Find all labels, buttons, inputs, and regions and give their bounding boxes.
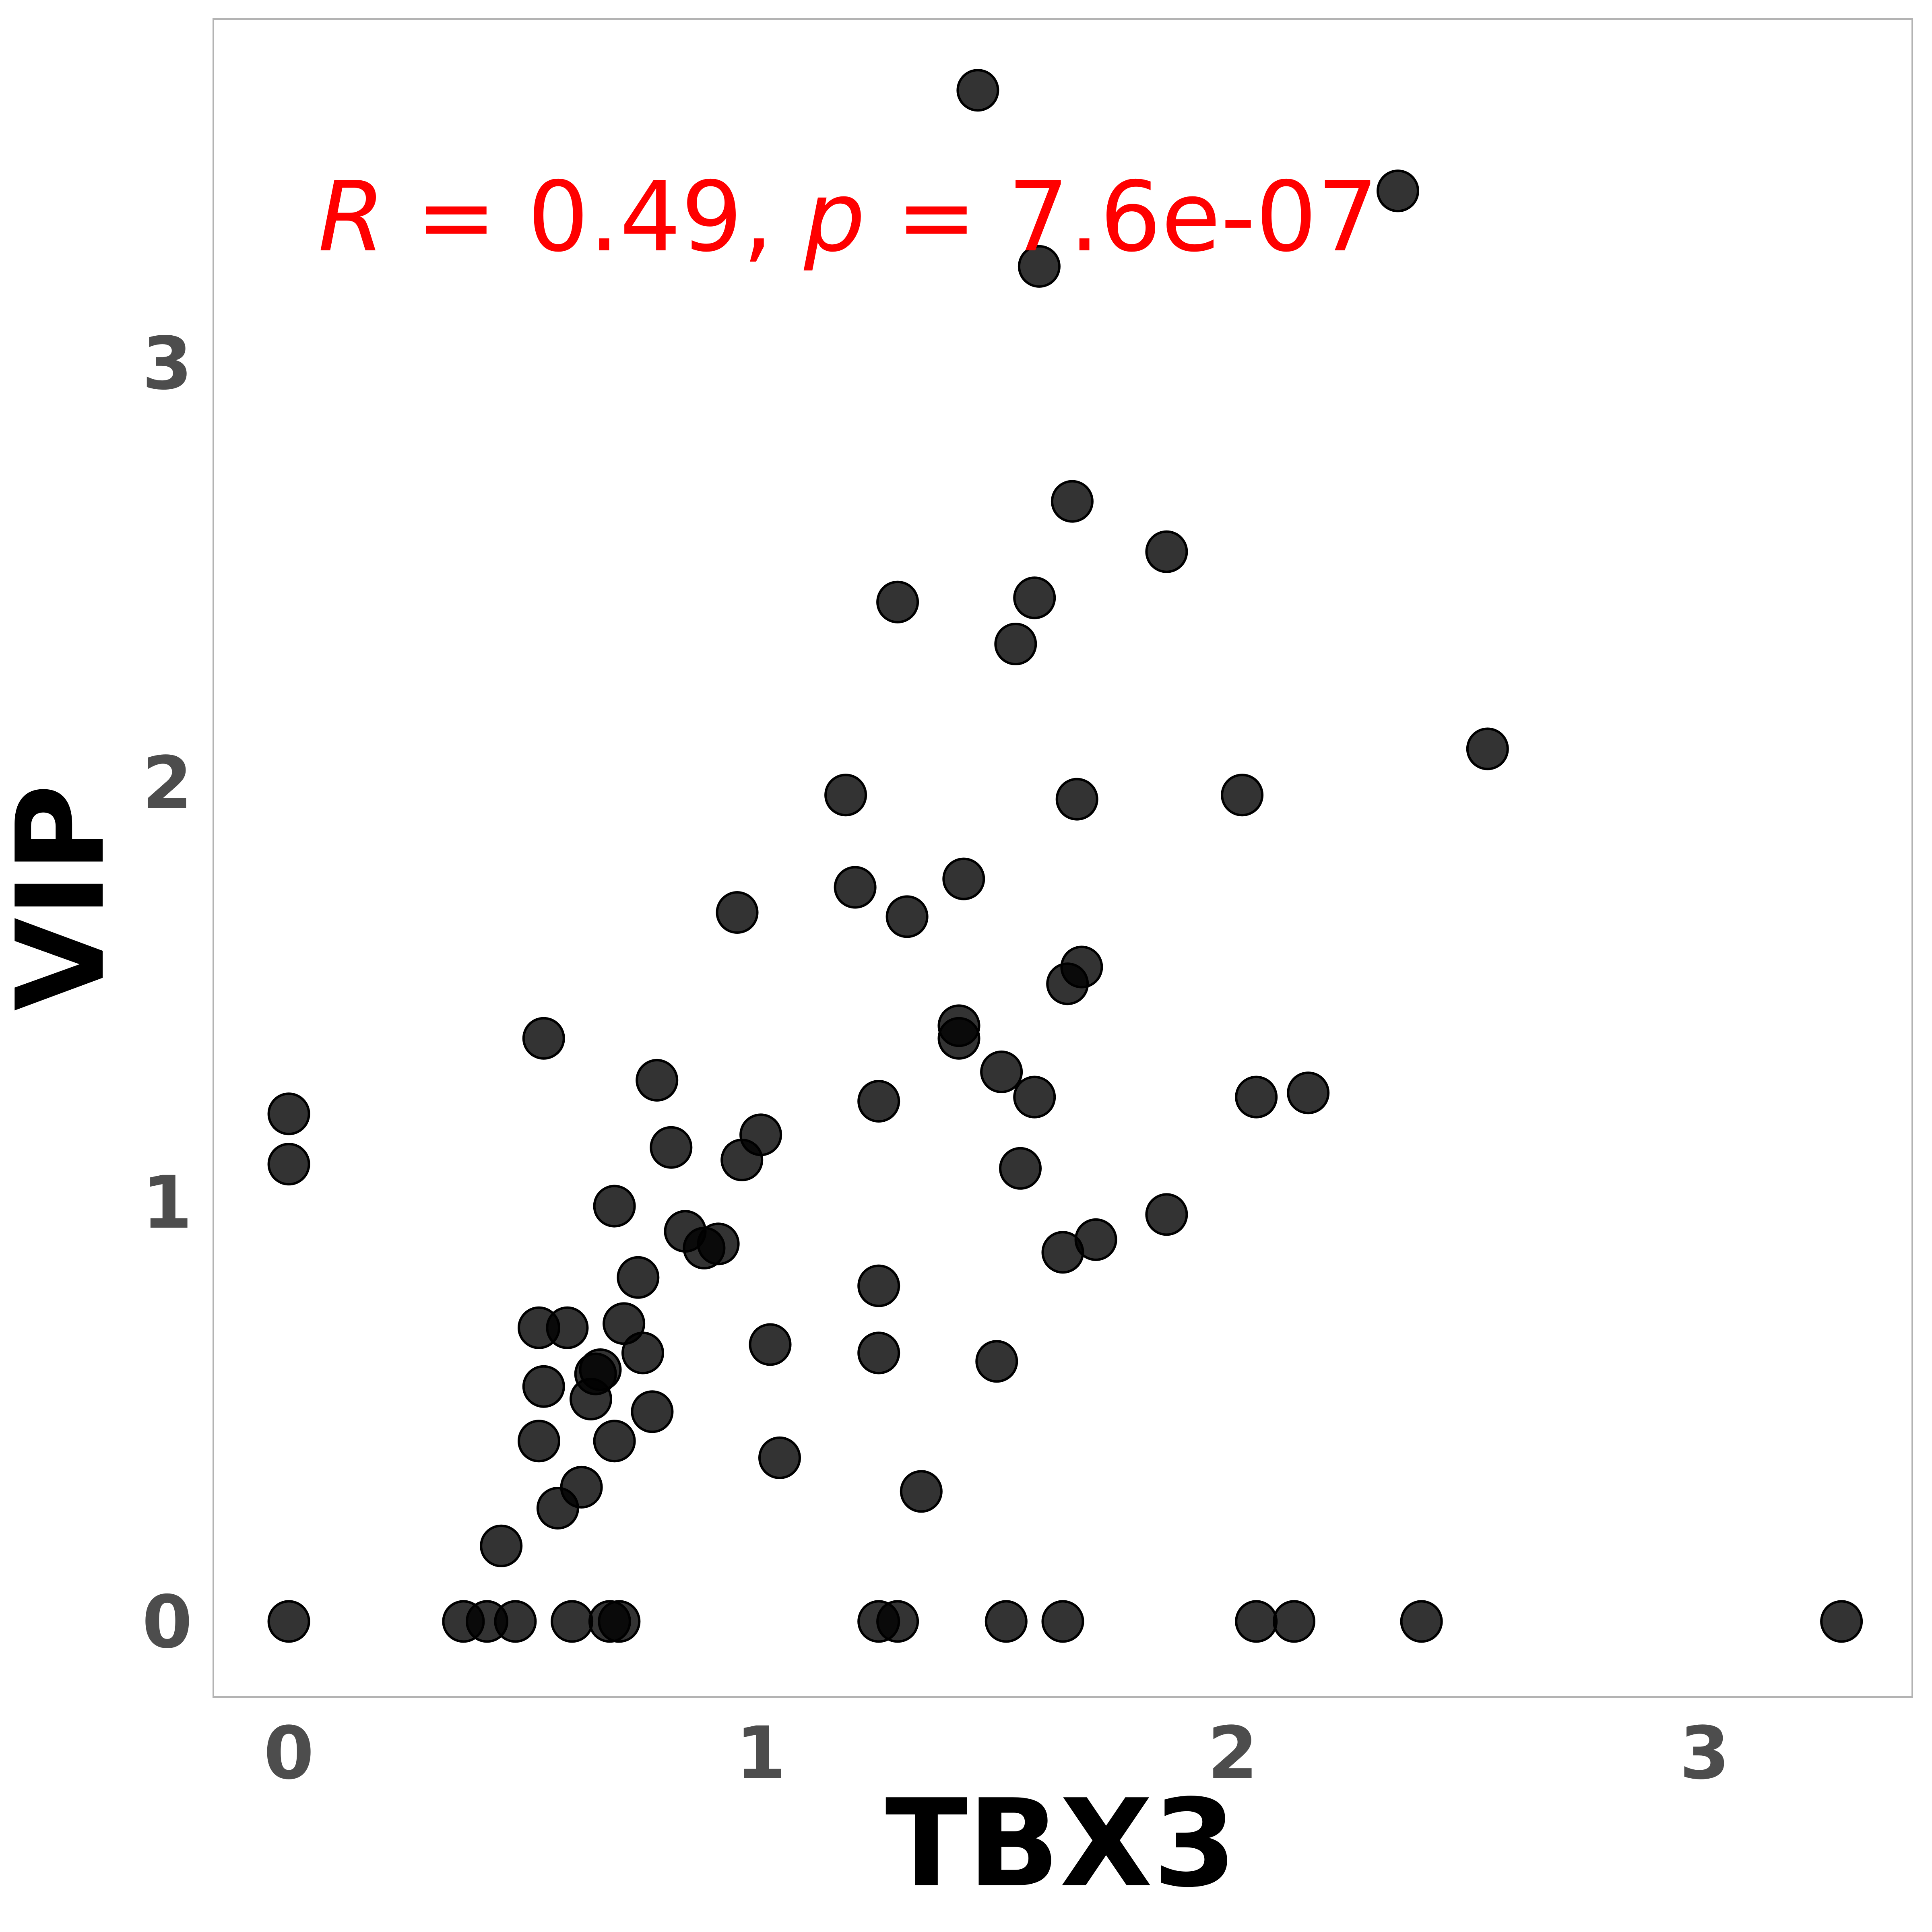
x-tick-label: 2 — [1208, 1711, 1258, 1796]
plot-panel — [213, 18, 1913, 1698]
data-point — [1074, 1218, 1117, 1261]
data-point — [1221, 774, 1264, 817]
data-point — [1400, 1600, 1443, 1643]
x-tick-label: 1 — [735, 1711, 786, 1796]
r-symbol: R — [318, 161, 385, 273]
data-point — [716, 891, 759, 934]
data-point — [267, 1143, 310, 1186]
data-point — [857, 1264, 900, 1307]
data-point — [876, 580, 919, 623]
data-point — [900, 1470, 943, 1513]
p-value-text: = 7.6e-07 — [865, 161, 1379, 273]
data-point — [857, 1331, 900, 1375]
data-point — [621, 1331, 664, 1375]
p-symbol: p — [803, 161, 865, 273]
data-point — [636, 1059, 679, 1102]
r-value-text: = 0.49, — [385, 161, 804, 273]
data-point — [985, 1600, 1028, 1643]
data-point — [749, 1323, 792, 1366]
data-point — [876, 1600, 919, 1643]
data-point — [980, 1051, 1023, 1093]
data-point — [1287, 1071, 1330, 1115]
data-point — [1051, 480, 1094, 523]
data-point — [1273, 1600, 1315, 1643]
data-point — [739, 1113, 782, 1156]
data-point — [598, 1600, 641, 1643]
data-point — [267, 1092, 310, 1135]
x-axis-title: TBX3 — [885, 1773, 1236, 1914]
data-point — [1018, 245, 1061, 288]
data-point — [697, 1222, 740, 1265]
data-point — [1145, 530, 1188, 573]
data-point — [593, 1185, 636, 1228]
data-point — [1466, 727, 1509, 770]
data-point — [975, 1340, 1018, 1383]
data-point — [1235, 1600, 1278, 1643]
data-point — [824, 774, 867, 817]
data-point — [942, 857, 985, 900]
data-point — [1060, 945, 1103, 989]
y-tick-label: 2 — [142, 741, 192, 826]
data-point — [994, 623, 1037, 665]
data-point — [937, 1017, 980, 1060]
data-point — [1055, 778, 1098, 821]
data-point — [267, 1600, 310, 1643]
correlation-annotation: R = 0.49, p = 7.6e-07 — [318, 161, 1379, 273]
data-point — [522, 1017, 565, 1060]
y-axis-title: VIP — [0, 784, 131, 1011]
data-point — [631, 1390, 674, 1433]
data-point — [1013, 576, 1056, 619]
data-point — [857, 1080, 900, 1123]
data-point — [1235, 1075, 1278, 1119]
data-point — [593, 1420, 636, 1463]
y-tick-label: 0 — [142, 1580, 192, 1664]
data-point — [579, 1348, 622, 1391]
data-point — [1145, 1193, 1188, 1236]
data-point — [834, 866, 877, 909]
data-point — [886, 895, 929, 938]
data-point — [551, 1600, 594, 1643]
data-point — [758, 1436, 801, 1479]
data-point — [999, 1147, 1042, 1190]
x-tick-label: 3 — [1679, 1711, 1730, 1796]
data-point — [956, 69, 999, 112]
data-point — [1013, 1075, 1056, 1119]
y-axis-ticks: 0 1 2 3 — [142, 322, 192, 1665]
data-point — [494, 1600, 537, 1643]
x-tick-label: 0 — [264, 1711, 314, 1796]
y-tick-label: 3 — [142, 322, 192, 406]
data-point — [518, 1420, 560, 1463]
data-point — [522, 1365, 565, 1408]
y-tick-label: 1 — [142, 1161, 192, 1245]
data-points — [267, 69, 1863, 1643]
data-point — [1377, 169, 1419, 213]
data-point — [650, 1126, 693, 1169]
data-point — [1041, 1600, 1084, 1643]
data-point — [546, 1306, 589, 1349]
data-point — [1820, 1600, 1863, 1643]
x-axis-ticks: 0 1 2 3 — [264, 1711, 1730, 1796]
data-point — [480, 1524, 523, 1567]
data-point — [560, 1466, 603, 1509]
data-point — [617, 1256, 660, 1299]
